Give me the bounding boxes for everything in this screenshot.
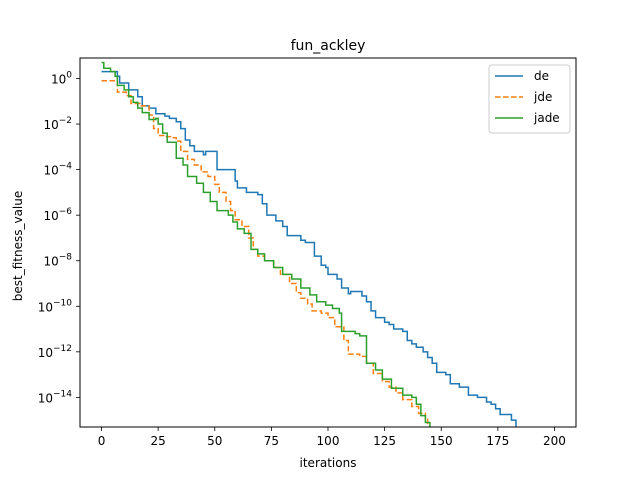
x-tick-label: 0 bbox=[98, 434, 106, 448]
legend: de jde jade bbox=[488, 64, 571, 134]
x-tick-label: 25 bbox=[150, 434, 165, 448]
x-tick-label: 50 bbox=[207, 434, 222, 448]
series-line-jade bbox=[101, 61, 431, 427]
y-tick-label: 10−10 bbox=[38, 298, 73, 314]
y-tick-label: 10−4 bbox=[43, 162, 72, 178]
legend-label-jade: jade bbox=[533, 111, 560, 125]
legend-label-jde: jde bbox=[533, 90, 552, 104]
x-tick-label: 150 bbox=[430, 434, 453, 448]
y-axis: 100 10−2 10−4 10−6 10−8 10−10 10−12 10−14 bbox=[38, 71, 80, 405]
x-axis-label: iterations bbox=[300, 456, 357, 470]
x-axis: 0 25 50 75 100 125 150 175 200 bbox=[98, 427, 566, 448]
x-tick-label: 200 bbox=[543, 434, 566, 448]
x-tick-label: 175 bbox=[486, 434, 509, 448]
y-tick-label: 10−12 bbox=[38, 344, 72, 360]
legend-box bbox=[488, 64, 571, 134]
legend-label-de: de bbox=[534, 69, 549, 83]
series-layer bbox=[101, 61, 517, 427]
y-tick-label: 10−14 bbox=[38, 389, 73, 405]
chart-title: fun_ackley bbox=[291, 38, 366, 54]
y-tick-label: 10−2 bbox=[43, 116, 72, 132]
y-tick-label: 10−8 bbox=[43, 253, 72, 269]
series-line-de bbox=[101, 70, 517, 427]
x-tick-label: 125 bbox=[373, 434, 396, 448]
y-tick-label: 10−6 bbox=[43, 207, 72, 223]
y-tick-label: 100 bbox=[51, 71, 72, 87]
x-tick-label: 100 bbox=[317, 434, 340, 448]
y-axis-label: best_fitness_value bbox=[11, 191, 25, 302]
x-tick-label: 75 bbox=[264, 434, 279, 448]
